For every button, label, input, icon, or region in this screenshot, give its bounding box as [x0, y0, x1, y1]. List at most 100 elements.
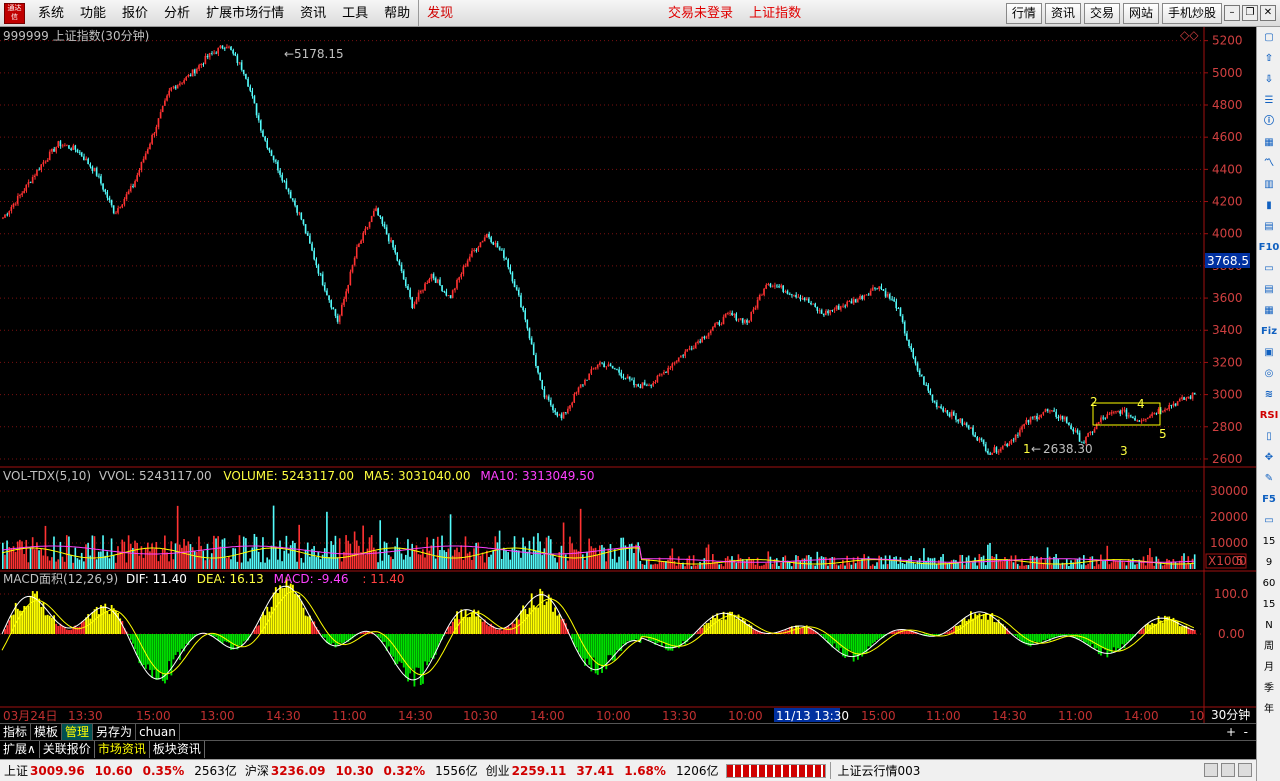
hs-index-group[interactable]: 沪深 3236.09 10.30 0.32% 1556亿 [241, 762, 482, 779]
pencil-icon[interactable]: ✎ [1264, 473, 1274, 484]
candle-body [952, 411, 955, 416]
network-icon[interactable] [1238, 763, 1252, 777]
arrow-down-icon[interactable]: ⇩ [1264, 74, 1274, 85]
candle-body [383, 223, 386, 228]
menu-news[interactable]: 资讯 [300, 6, 327, 21]
candle-body [901, 316, 904, 323]
macd-bar [417, 634, 420, 668]
tab-template[interactable]: 模板 [31, 724, 63, 740]
tab-indicator[interactable]: 指标 [0, 724, 32, 740]
dea-value: DEA: 16.13 [197, 572, 264, 586]
macd-bar [635, 634, 638, 640]
macd-bar [891, 631, 893, 634]
chart-canvas[interactable]: 5200500048004600440042004000380036003400… [0, 27, 1256, 723]
period-week[interactable]: 周 [1264, 641, 1274, 652]
macd-bar [803, 626, 806, 634]
cy-index-group[interactable]: 创业 2259.11 37.41 1.68% 1206亿 [482, 762, 723, 779]
tab-expand[interactable]: 扩展∧ [0, 741, 40, 758]
doc-icon[interactable]: ▭ [1264, 263, 1274, 274]
menu-help[interactable]: 帮助 [384, 6, 411, 21]
candle-body [692, 348, 695, 350]
tab-market-news[interactable]: 市场资讯 [95, 741, 150, 758]
news-button[interactable]: 资讯 [1044, 3, 1081, 24]
period-60[interactable]: 60 [1262, 578, 1276, 589]
candle-body [1001, 445, 1004, 449]
menu-quote[interactable]: 报价 [122, 6, 149, 21]
mobile-trading-button[interactable]: 手机炒股 [1161, 3, 1222, 24]
trade-login-status[interactable]: 交易未登录 [668, 6, 734, 21]
candle-body [285, 181, 288, 190]
period-15[interactable]: 15 [1262, 536, 1276, 547]
period-label[interactable]: 30分钟 [1211, 707, 1250, 722]
website-button[interactable]: 网站 [1122, 3, 1159, 24]
tab-manage[interactable]: 管理 [62, 724, 94, 740]
line-chart-icon[interactable]: 〽 [1264, 158, 1274, 169]
rsi-icon[interactable]: RSI [1259, 410, 1279, 421]
macd-bar [274, 587, 277, 634]
tab-save-as[interactable]: 另存为 [93, 724, 137, 740]
info-icon[interactable]: ⓘ [1264, 116, 1274, 127]
f5-icon[interactable]: F5 [1262, 494, 1276, 505]
tab-related-quotes[interactable]: 关联报价 [40, 741, 95, 758]
trade-button[interactable]: 交易 [1083, 3, 1120, 24]
macd-bar [1095, 634, 1098, 649]
period-quarter[interactable]: 季 [1264, 683, 1274, 694]
chart-area[interactable]: 5200500048004600440042004000380036003400… [0, 27, 1256, 723]
menu-discover[interactable]: 发现 [418, 0, 461, 27]
circle-icon[interactable]: ◎ [1264, 368, 1274, 379]
book-icon[interactable]: ▣ [1264, 347, 1274, 358]
menu-extended-market[interactable]: 扩展市场行情 [206, 6, 285, 21]
volume-bar [500, 558, 503, 569]
speaker-icon[interactable] [1221, 763, 1235, 777]
tab-add-remove[interactable]: + - [1225, 725, 1248, 739]
menu-tools[interactable]: 工具 [342, 6, 369, 21]
candle-icon[interactable]: ▮ [1266, 200, 1272, 211]
tab-chuan[interactable]: chuan [136, 724, 180, 740]
menu-system[interactable]: 系统 [38, 6, 65, 21]
period-month[interactable]: 月 [1264, 662, 1274, 673]
lock-icon[interactable] [1204, 763, 1218, 777]
volume-bar [102, 535, 104, 569]
quote-button[interactable]: 行情 [1005, 3, 1042, 24]
report-icon[interactable]: ▤ [1264, 284, 1274, 295]
list-icon[interactable]: ☰ [1264, 95, 1274, 106]
stack-icon[interactable]: ▤ [1264, 221, 1274, 232]
wave-icon[interactable]: ≋ [1264, 389, 1274, 400]
move-icon[interactable]: ✥ [1264, 452, 1274, 463]
minimize-icon[interactable]: – [1224, 5, 1240, 21]
period-9[interactable]: 9 [1265, 557, 1273, 568]
table-icon[interactable]: ▦ [1264, 137, 1274, 148]
pin-icon[interactable]: ▢ [1264, 32, 1274, 43]
macd-bar [513, 623, 516, 634]
tab-sector-news[interactable]: 板块资讯 [150, 741, 205, 758]
sh-index-group[interactable]: 上证 3009.96 10.60 0.35% 2563亿 [0, 762, 241, 779]
fiz-icon[interactable]: Fiz [1260, 326, 1278, 337]
close-icon[interactable]: ✕ [1260, 5, 1276, 21]
menu-function[interactable]: 功能 [80, 6, 107, 21]
volume-bar [341, 561, 343, 569]
panel-icon[interactable]: ▭ [1264, 515, 1274, 526]
period-15b[interactable]: 15 [1262, 599, 1276, 610]
cloud-news-ticker[interactable]: 上证云行情003 [830, 762, 920, 779]
candle-body [1082, 442, 1085, 444]
volume-bar [234, 548, 237, 569]
bar-chart-icon[interactable]: ▥ [1264, 179, 1274, 190]
volume-bar [217, 536, 219, 569]
chart-config-icon[interactable]: ◇◇ [1180, 28, 1199, 42]
period-n[interactable]: N [1265, 620, 1273, 631]
grid-icon[interactable]: ▦ [1264, 305, 1274, 316]
macd-bar [914, 632, 917, 634]
macd-bar [255, 626, 258, 634]
bar-icon[interactable]: ▯ [1266, 431, 1272, 442]
menu-analysis[interactable]: 分析 [164, 6, 191, 21]
ma10-value: MA10: 3313049.50 [480, 469, 594, 483]
macd-bar [68, 629, 70, 634]
macd-bar [383, 634, 386, 642]
arrow-up-icon[interactable]: ⇧ [1264, 53, 1274, 64]
f10-icon[interactable]: F10 [1258, 242, 1280, 253]
candle-body [242, 69, 245, 75]
volume-bar [720, 563, 723, 569]
volume-bar [454, 549, 456, 569]
period-year[interactable]: 年 [1264, 704, 1274, 715]
restore-icon[interactable]: ❐ [1242, 5, 1258, 21]
